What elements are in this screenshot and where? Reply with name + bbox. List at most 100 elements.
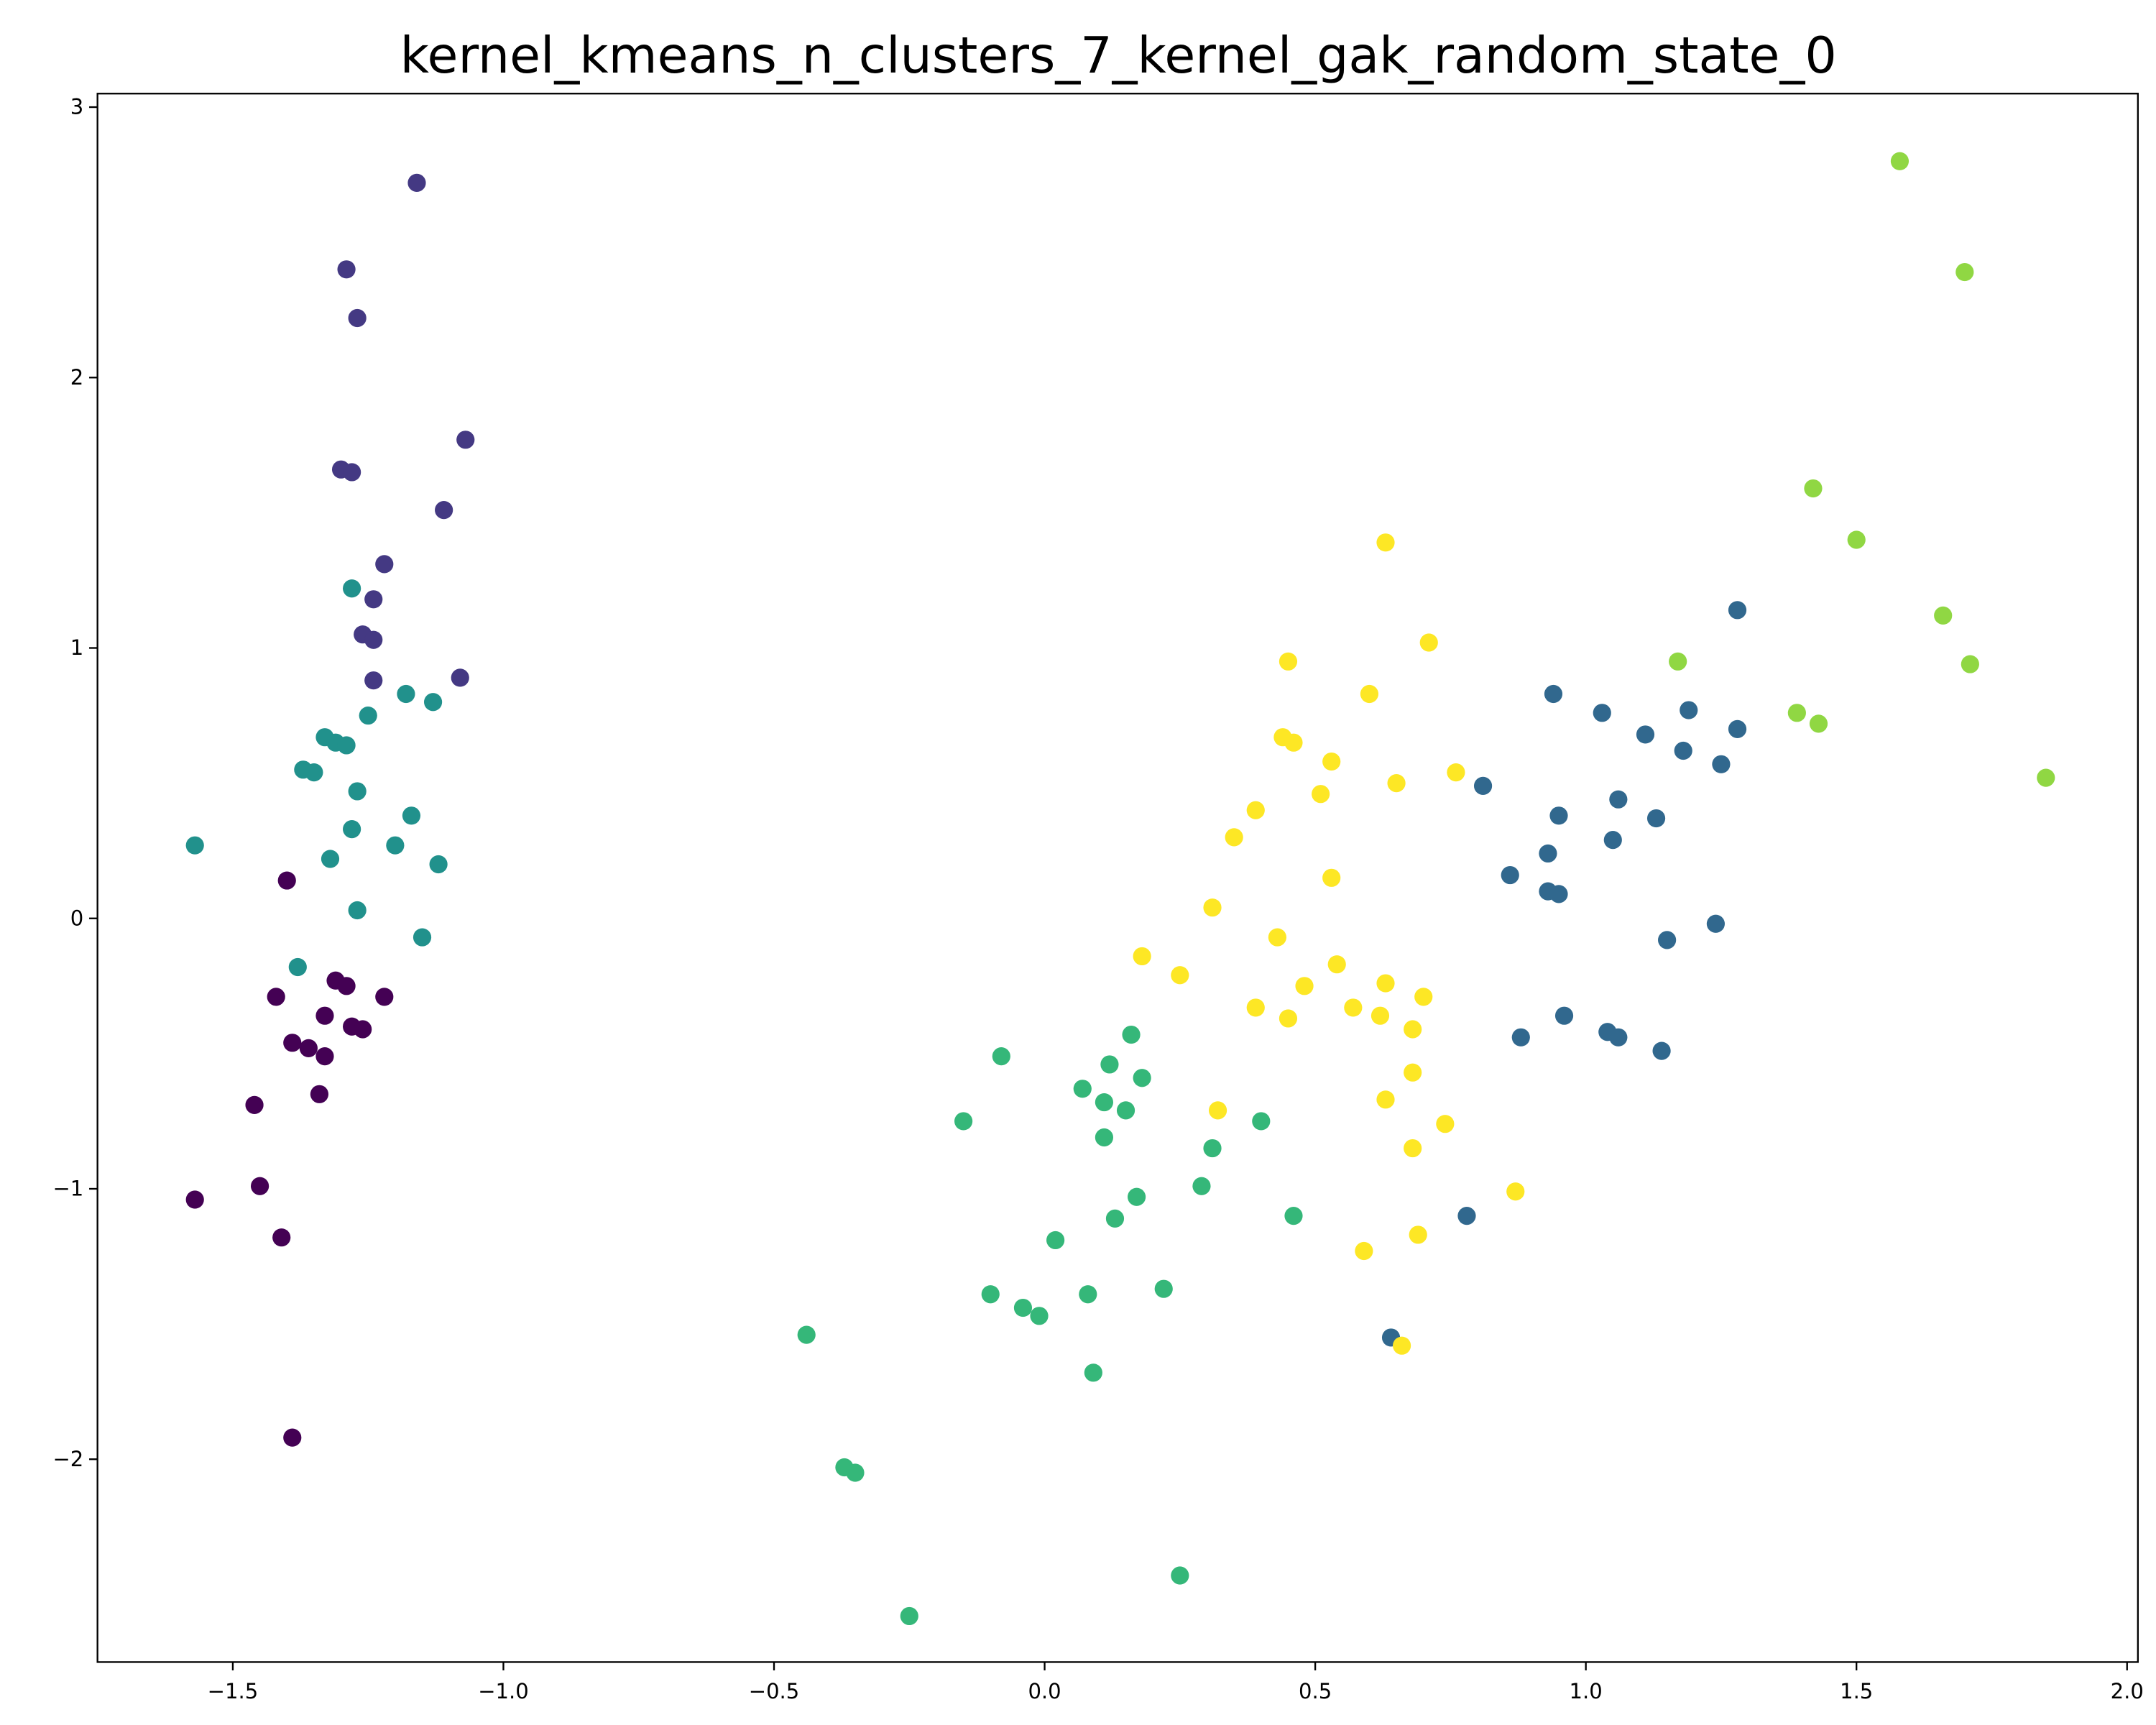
data-point-cluster-3	[397, 684, 415, 704]
data-point-cluster-0	[272, 1228, 291, 1247]
data-point-cluster-2	[1539, 844, 1557, 863]
data-point-cluster-2	[1609, 790, 1628, 809]
data-point-cluster-4	[1030, 1307, 1049, 1325]
data-point-cluster-6	[1322, 868, 1341, 887]
data-point-cluster-2	[1680, 701, 1698, 719]
y-tick-label: 1	[70, 635, 83, 660]
data-point-cluster-6	[1409, 1225, 1427, 1244]
data-point-cluster-6	[1344, 998, 1363, 1017]
data-point-cluster-4	[1079, 1285, 1097, 1304]
data-point-cluster-0	[354, 1020, 372, 1039]
data-point-cluster-0	[375, 988, 394, 1006]
data-point-cluster-2	[1712, 755, 1731, 773]
data-point-cluster-0	[315, 1006, 334, 1025]
data-point-cluster-6	[1295, 977, 1314, 995]
data-point-cluster-1	[451, 668, 469, 687]
y-axis: −2 −1 0 1 2 3	[52, 95, 98, 1471]
data-point-cluster-5	[1847, 530, 1866, 549]
x-tick-label: 1.0	[1570, 1679, 1603, 1703]
x-tick-label: 1.5	[1840, 1679, 1873, 1703]
data-point-cluster-3	[185, 836, 204, 855]
data-point-cluster-2	[1636, 725, 1655, 744]
data-point-cluster-6	[1506, 1182, 1525, 1201]
data-point-cluster-0	[315, 1047, 334, 1066]
data-point-cluster-6	[1225, 828, 1243, 847]
data-point-cluster-4	[1171, 1566, 1189, 1585]
data-point-cluster-0	[283, 1428, 302, 1447]
x-axis: −1.5 −1.0 −0.5 0.0 0.5 1.0 1.5 2.0	[208, 1662, 2144, 1703]
data-point-cluster-5	[1809, 714, 1828, 733]
data-point-cluster-6	[1203, 898, 1222, 917]
data-point-cluster-2	[1593, 704, 1611, 722]
x-tick-label: 2.0	[2111, 1679, 2144, 1703]
data-point-cluster-1	[364, 630, 383, 649]
data-point-cluster-5	[1669, 652, 1687, 671]
data-point-cluster-6	[1284, 733, 1303, 752]
y-tick-label: −2	[52, 1447, 83, 1471]
data-point-cluster-6	[1246, 998, 1265, 1017]
data-point-cluster-6	[1414, 988, 1433, 1006]
data-point-cluster-4	[1100, 1055, 1119, 1074]
data-point-cluster-6	[1279, 652, 1298, 671]
data-point-cluster-4	[1192, 1177, 1211, 1195]
data-point-cluster-3	[402, 806, 421, 825]
data-point-cluster-2	[1473, 776, 1493, 795]
data-point-cluster-0	[245, 1095, 264, 1114]
data-point-cluster-3	[305, 763, 323, 782]
data-point-cluster-0	[299, 1039, 318, 1057]
data-point-cluster-4	[900, 1606, 918, 1626]
data-point-cluster-4	[1046, 1230, 1065, 1250]
data-point-cluster-6	[1376, 533, 1395, 552]
data-point-cluster-6	[1436, 1115, 1455, 1133]
data-point-cluster-6	[1171, 966, 1189, 985]
data-point-cluster-6	[1376, 974, 1395, 993]
x-tick-label: −1.5	[208, 1679, 259, 1703]
data-point-cluster-6	[1387, 774, 1406, 793]
y-tick-label: 0	[70, 906, 83, 930]
data-point-cluster-0	[267, 988, 285, 1006]
data-point-cluster-3	[288, 957, 307, 977]
data-point-cluster-2	[1646, 809, 1666, 828]
data-point-cluster-4	[1013, 1298, 1033, 1317]
data-point-cluster-1	[364, 590, 383, 609]
data-point-cluster-0	[185, 1190, 204, 1209]
data-point-cluster-4	[1127, 1187, 1146, 1206]
data-point-cluster-0	[283, 1034, 302, 1052]
data-point-cluster-3	[343, 579, 361, 598]
data-point-cluster-1	[375, 555, 394, 574]
data-point-cluster-2	[1609, 1028, 1628, 1046]
data-point-cluster-5	[1804, 479, 1823, 498]
data-point-cluster-4	[1073, 1080, 1092, 1098]
data-point-cluster-2	[1728, 719, 1747, 738]
data-point-cluster-2	[1603, 831, 1622, 850]
data-point-cluster-6	[1355, 1241, 1373, 1261]
data-point-cluster-5	[1955, 262, 1974, 282]
data-point-cluster-3	[321, 850, 340, 868]
y-tick-label: 2	[70, 365, 83, 390]
data-point-cluster-4	[1252, 1112, 1271, 1131]
data-point-cluster-3	[343, 820, 361, 839]
data-point-cluster-6	[1376, 1090, 1395, 1109]
data-point-cluster-3	[348, 901, 367, 920]
data-point-cluster-4	[1095, 1128, 1114, 1147]
x-tick-label: 0.5	[1299, 1679, 1332, 1703]
data-point-cluster-4	[1084, 1363, 1102, 1382]
data-point-cluster-6	[1312, 785, 1330, 804]
data-point-cluster-6	[1327, 955, 1346, 974]
y-tick-label: 3	[70, 95, 83, 119]
data-point-cluster-2	[1457, 1207, 1476, 1225]
data-point-cluster-4	[1116, 1101, 1135, 1120]
data-point-cluster-3	[423, 693, 443, 712]
data-point-cluster-0	[250, 1177, 270, 1195]
data-point-cluster-6	[1404, 1063, 1422, 1082]
data-point-cluster-2	[1652, 1041, 1671, 1060]
data-point-cluster-2	[1549, 806, 1568, 825]
data-point-cluster-2	[1674, 741, 1692, 760]
plot-frame	[96, 93, 2139, 1663]
data-point-cluster-6	[1370, 1006, 1390, 1025]
data-point-cluster-4	[992, 1047, 1010, 1066]
data-point-cluster-1	[435, 501, 453, 520]
data-point-cluster-4	[1203, 1138, 1222, 1158]
points-layer	[185, 152, 2055, 1626]
data-point-cluster-2	[1554, 1006, 1574, 1025]
